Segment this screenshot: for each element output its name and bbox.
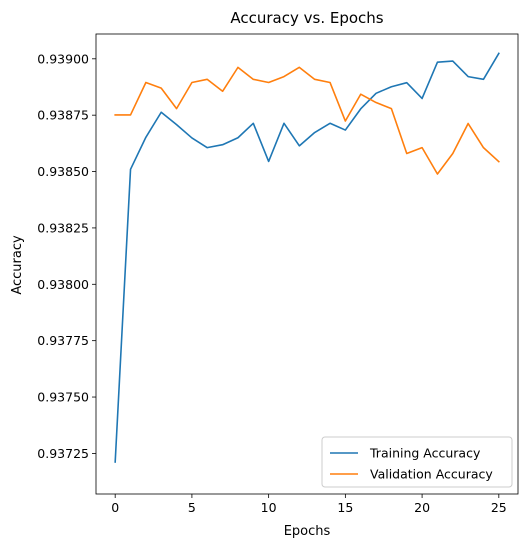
y-tick-label: 0.93750	[37, 390, 89, 405]
x-axis-label: Epochs	[284, 524, 331, 539]
series-line-validation	[114, 66, 500, 175]
plot-frame	[95, 33, 519, 495]
x-tick-label: 0	[111, 500, 119, 515]
y-tick-label: 0.93725	[37, 446, 89, 461]
legend-box	[321, 436, 513, 488]
legend: Training Accuracy Validation Accuracy	[321, 436, 513, 488]
x-tick-label: 20	[414, 500, 430, 515]
y-axis-label: Accuracy	[10, 235, 25, 295]
y-tick-label: 0.93800	[37, 277, 89, 292]
axes-layer: 0 5 10 15 20 25 0.93725 0.93750 0.93775 0.93800 0.…	[37, 51, 506, 515]
y-tick-label: 0.93900	[37, 51, 89, 66]
legend-label: Training Accuracy	[369, 446, 481, 461]
series-layer	[114, 52, 500, 463]
legend-label: Validation Accuracy	[370, 467, 493, 482]
y-tick-label: 0.93875	[37, 108, 89, 123]
x-tick-label: 10	[261, 500, 277, 515]
y-tick-label: 0.93850	[37, 164, 89, 179]
x-tick-label: 5	[188, 500, 196, 515]
x-tick-label: 15	[337, 500, 353, 515]
chart-title: Accuracy vs. Epochs	[230, 9, 383, 27]
x-tick-label: 25	[491, 500, 507, 515]
y-tick-label: 0.93775	[37, 333, 89, 348]
y-tick-label: 0.93825	[37, 220, 89, 235]
series-line-training	[114, 52, 500, 463]
